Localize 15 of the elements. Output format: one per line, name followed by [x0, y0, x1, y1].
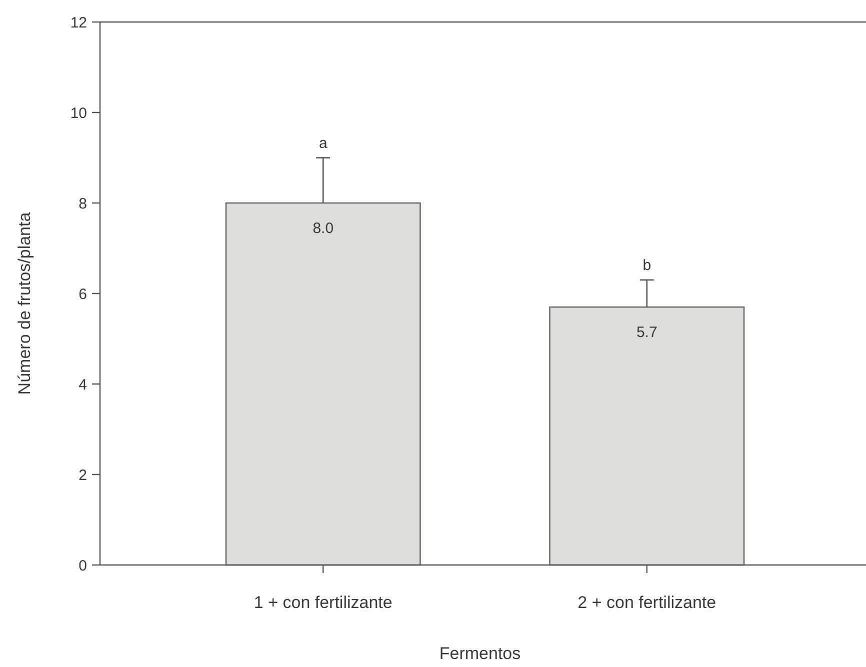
x-tick-label: 1 + con fertilizante — [254, 593, 392, 612]
y-axis-title: Número de frutos/planta — [15, 212, 34, 395]
annotation: b — [642, 256, 652, 274]
y-tick-label: 12 — [70, 14, 87, 32]
x-tick-label: 2 + con fertilizante — [578, 593, 716, 612]
y-tick-label: 0 — [78, 557, 87, 574]
data-label: 5.7 — [636, 324, 658, 342]
annotation: a — [318, 134, 328, 152]
y-tick-label: 10 — [70, 104, 87, 122]
y-tick-label: 6 — [78, 286, 87, 303]
y-tick-label: 8 — [78, 195, 87, 212]
x-axis-title: Fermentos — [439, 644, 521, 663]
y-tick-label: 4 — [78, 376, 87, 394]
y-tick-label: 2 — [78, 466, 87, 484]
data-label: 8.0 — [312, 220, 334, 237]
